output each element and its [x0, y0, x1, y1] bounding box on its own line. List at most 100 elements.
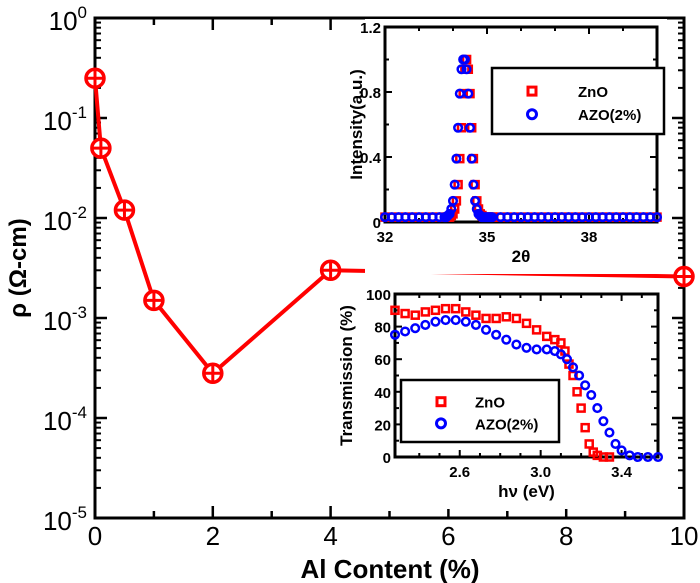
y-tick-label: 20 — [374, 417, 391, 434]
data-point-square — [440, 303, 451, 314]
data-point — [143, 289, 165, 312]
data-point-circle — [652, 451, 664, 463]
x-axis-label: 2θ — [512, 247, 531, 266]
data-point-square — [604, 452, 615, 462]
data-point-square — [531, 325, 542, 335]
y-tick-label: 0.8 — [360, 85, 381, 102]
y-tick-label: 10-3 — [43, 303, 87, 336]
marker-plus — [115, 201, 134, 220]
x-tick-label: 0 — [88, 521, 102, 551]
data-point-circle — [447, 195, 459, 206]
data-point-circle — [561, 354, 573, 365]
legend-label: ZnO — [578, 84, 608, 101]
x-tick-label: 2.6 — [449, 464, 470, 481]
data-point-square — [501, 312, 512, 322]
marker-plus — [321, 261, 340, 280]
y-tick-label: 10-2 — [43, 203, 87, 236]
legend-label: AZO(2%) — [475, 416, 538, 433]
marker-plus — [675, 267, 693, 286]
y-tick-label: 10-1 — [43, 103, 87, 136]
data-point-circle — [616, 445, 627, 456]
data-point-square — [576, 403, 586, 413]
data-point-square — [390, 305, 400, 316]
data-point-circle — [586, 390, 597, 401]
x-tick-label: 4 — [323, 521, 337, 551]
data-point-circle — [450, 315, 461, 326]
marker-plus — [86, 69, 104, 88]
legend-label: AZO(2%) — [578, 107, 641, 124]
marker-plus — [91, 139, 110, 158]
data-point-circle — [461, 64, 472, 75]
data-point-circle — [430, 316, 441, 327]
data-point-circle — [555, 349, 566, 360]
data-point-circle — [410, 323, 421, 334]
data-point-square — [420, 307, 431, 317]
data-point-square — [521, 318, 532, 329]
legend-label: ZnO — [475, 395, 505, 412]
legend-box — [490, 66, 666, 136]
x-tick-label: 35 — [479, 229, 496, 246]
y-tick-label: 10-5 — [43, 503, 87, 536]
data-point-circle — [651, 212, 663, 223]
data-point-square — [491, 313, 501, 324]
data-point-circle — [460, 316, 471, 327]
x-tick-label: 32 — [377, 229, 394, 246]
legend-box — [399, 378, 561, 444]
data-point-circle — [470, 319, 481, 331]
data-point — [319, 259, 342, 282]
x-tick-label: 38 — [581, 229, 598, 246]
data-point — [90, 137, 112, 159]
data-point-square — [481, 313, 491, 324]
data-point-circle — [580, 380, 591, 391]
data-point-circle — [451, 153, 462, 164]
data-point-circle — [598, 416, 609, 427]
data-point-circle — [521, 342, 532, 353]
data-point-circle — [604, 427, 615, 438]
x-tick-label: 3.4 — [611, 464, 633, 481]
x-tick-label: 10 — [670, 521, 699, 551]
data-point-circle — [592, 403, 603, 414]
y-tick-label: 80 — [374, 320, 391, 337]
data-point-square — [410, 310, 420, 320]
x-tick-label: 8 — [559, 521, 573, 551]
data-point-circle — [610, 438, 621, 450]
data-point — [202, 362, 224, 385]
data-point — [84, 67, 106, 89]
data-point-circle — [444, 208, 455, 219]
y-axis-label: ρ (Ω-cm) — [5, 218, 32, 317]
data-point-square — [580, 422, 590, 433]
data-point-square — [430, 305, 441, 316]
data-point-circle — [459, 54, 470, 65]
data-point-square — [400, 308, 410, 319]
legend-marker-zno — [435, 396, 447, 408]
legend-marker-zno — [526, 85, 538, 97]
data-point-square — [471, 310, 481, 320]
data-point-circle — [642, 451, 653, 463]
y-tick-label: 0 — [383, 450, 391, 467]
data-point-circle — [480, 324, 492, 335]
data-point-square — [572, 387, 582, 397]
data-point-circle — [466, 153, 477, 164]
x-tick-label: 3.0 — [530, 464, 551, 481]
y-tick-label: 0 — [373, 215, 381, 232]
data-point-circle — [464, 122, 476, 133]
data-point-square — [511, 313, 522, 324]
data-point-circle — [420, 319, 431, 331]
data-point-circle — [456, 64, 467, 75]
data-point-circle — [440, 315, 451, 326]
y-tick-label: 1.2 — [360, 20, 381, 37]
y-tick-label: 100 — [49, 3, 87, 36]
data-point-square — [450, 303, 461, 314]
series-azo — [379, 54, 663, 223]
y-tick-label: 40 — [374, 385, 391, 402]
data-point-circle — [400, 326, 411, 337]
data-point — [113, 199, 136, 221]
y-axis-label: Transmission (%) — [337, 305, 356, 446]
marker-plus — [203, 364, 222, 383]
data-point-circle — [531, 344, 542, 355]
x-axis-label: hν (eV) — [498, 482, 555, 501]
data-point-circle — [574, 370, 585, 381]
data-point-circle — [463, 88, 474, 99]
y-tick-label: 100 — [366, 287, 391, 304]
